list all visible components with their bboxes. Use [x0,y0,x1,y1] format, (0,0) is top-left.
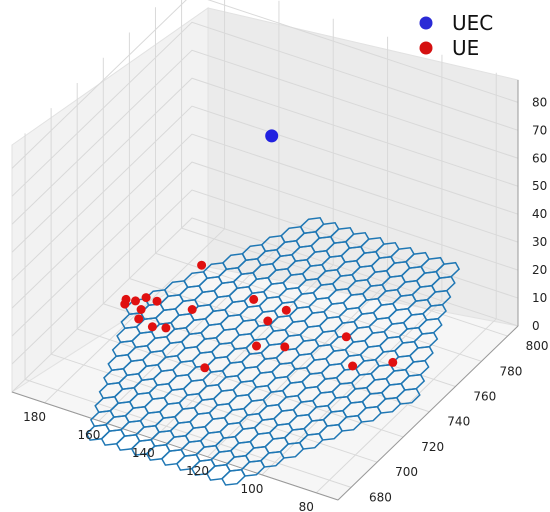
x-tick-label: 80 [299,500,314,512]
hexagonal-cell-grid [85,216,461,486]
ue-point [281,305,291,315]
y-tick-label: 680 [369,490,392,504]
ue-point [136,305,146,314]
z-gridline [11,49,519,225]
ue-point [200,363,210,373]
hex-cell [206,463,231,481]
ue-point [134,314,144,324]
ue-point [147,322,157,332]
y-tick-label: 740 [447,415,470,429]
z-tick-label: 20 [532,263,547,277]
z-tick-label: 0 [532,319,540,333]
z-gridline [11,161,519,337]
ue-point [152,296,162,306]
z-tick-label: 30 [532,235,547,249]
y-tick-label: 720 [421,440,444,454]
legend-marker-uec [419,16,433,30]
z-tick-label: 10 [532,291,547,305]
data-points [120,129,398,373]
z-gridline [11,189,519,365]
ue-point [187,305,197,314]
x-tick-label: 100 [240,482,263,496]
y-tick-label: 700 [395,465,418,479]
legend-label-uec: UEC [452,11,493,35]
ue-point [131,296,140,306]
legend: UEC UE [419,11,493,60]
ue-point [348,361,358,371]
y-tick-label: 780 [499,364,522,378]
y-tick-label: 800 [526,339,549,353]
x-axis-line [11,391,339,501]
x-tick-label: 160 [77,428,100,442]
x-tick-label: 140 [132,446,155,460]
x-tick-label: 180 [23,410,46,424]
ue-point [197,260,207,270]
z-gridline [11,21,519,197]
z-gridline [11,77,519,253]
ue-point [120,299,130,309]
hex-cell [160,448,186,466]
ue-point [249,294,259,304]
z-tick-label: 60 [532,151,547,165]
ue-point [341,332,351,342]
ue-point [252,341,261,351]
ue-point [161,323,171,333]
legend-marker-ue [419,41,433,55]
legend-label-ue: UE [452,36,479,60]
ue-point [263,316,273,326]
y-axis-line [337,325,519,501]
z-gridline [11,105,519,281]
ue-point [141,293,151,303]
y-tick-label: 760 [473,390,496,404]
z-tick-label: 50 [532,179,547,193]
z-tick-label: 40 [532,207,547,221]
z-tick-label: 80 [532,95,547,109]
z-gridline [11,217,519,393]
ue-point [388,357,398,367]
z-gridline [11,133,519,309]
uec-point [265,129,279,143]
gridlines [11,0,519,501]
z-gridline [11,0,519,169]
z-tick-label: 70 [532,123,547,137]
ue-point [280,342,290,352]
x-tick-label: 120 [186,464,209,478]
hex-cell [100,428,126,446]
